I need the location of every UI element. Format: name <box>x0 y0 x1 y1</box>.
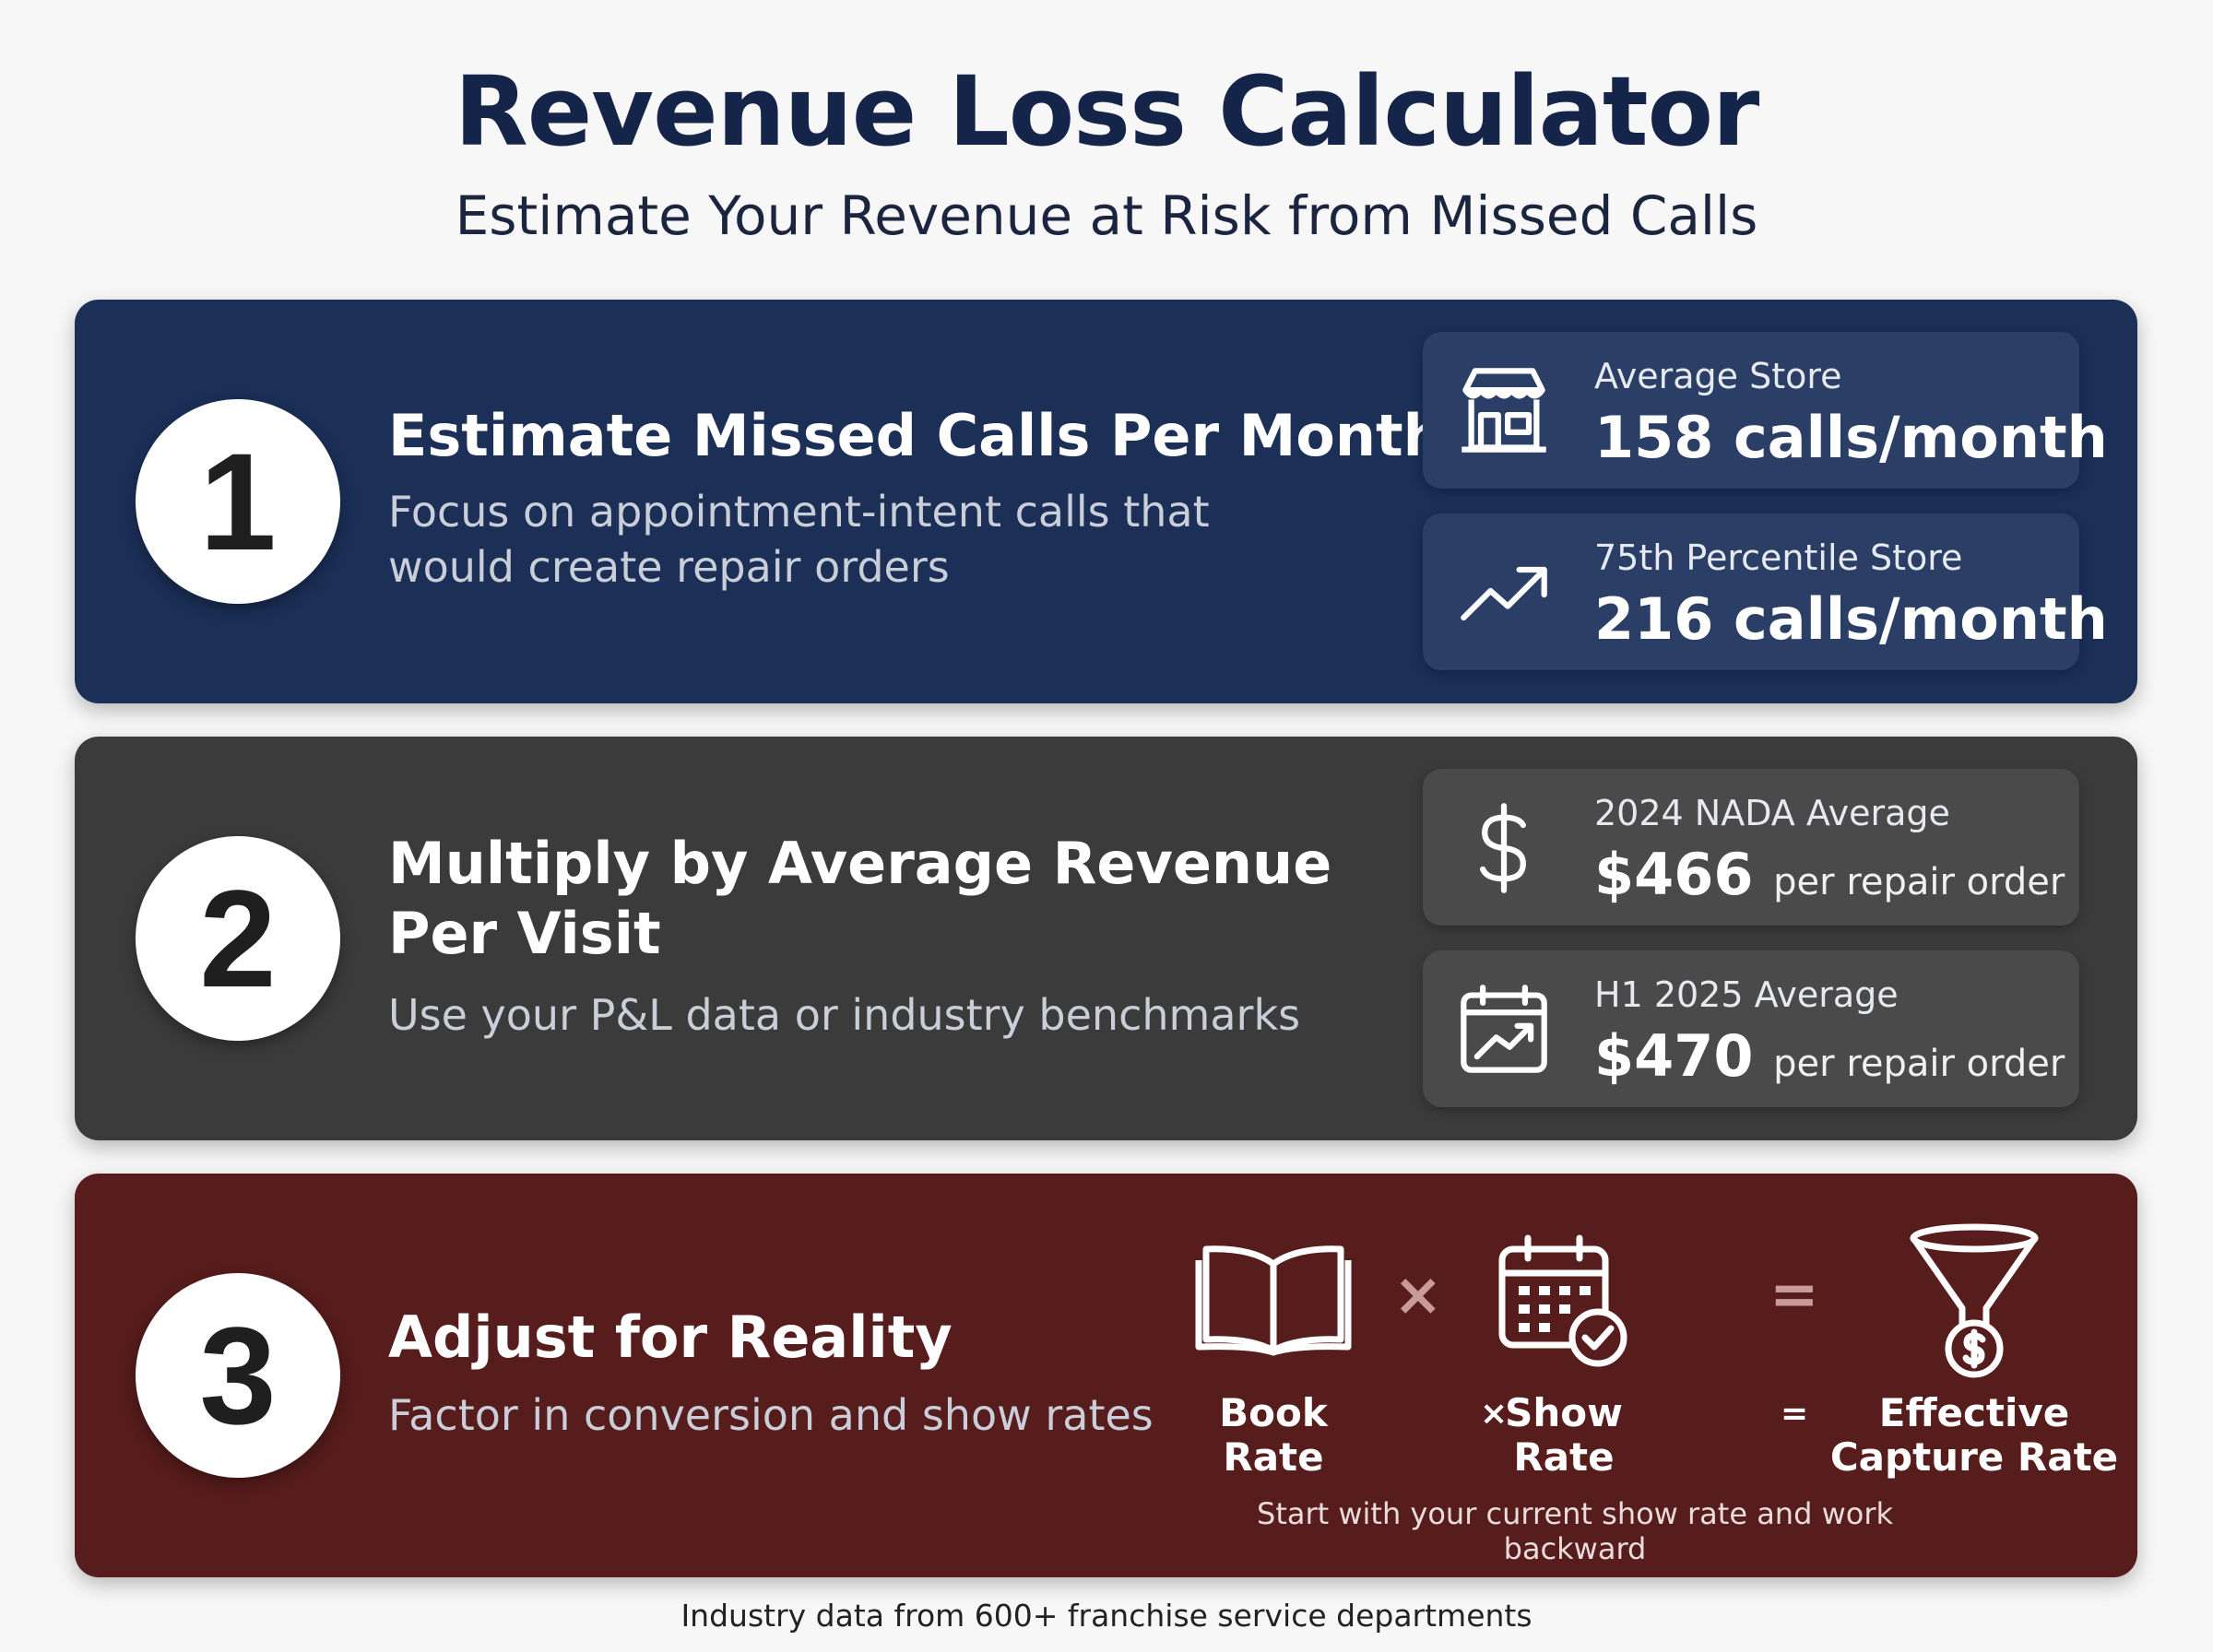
step-2-heading: Multiply by Average Revenue Per Visit <box>388 829 1331 969</box>
step-3-card: 3 Adjust for Reality Factor in conversio… <box>75 1174 2137 1577</box>
page-title: Revenue Loss Calculator <box>454 55 1760 168</box>
trend-up-icon <box>1461 566 1547 621</box>
store-icon <box>1462 368 1546 453</box>
stat-label: 75th Percentile Store <box>1594 537 1963 578</box>
stat-h1-2025: H1 2025 Average $470 per repair order <box>1423 950 2079 1107</box>
stat-label: Average Store <box>1594 356 1842 396</box>
step-1-description-line: Focus on appointment-intent calls that <box>388 487 1210 537</box>
multiply-sign-icon: × <box>1393 1261 1443 1329</box>
result-line: Capture Rate <box>1829 1434 2119 1480</box>
result-line: Effective <box>1878 1390 2070 1435</box>
stat-amount: $466 <box>1594 841 1754 908</box>
dollar-icon <box>1480 803 1526 893</box>
step-2-number: 2 <box>136 836 340 1041</box>
page-subtitle: Estimate Your Revenue at Risk from Misse… <box>455 184 1758 247</box>
step-2-card: 2 Multiply by Average Revenue Per Visit … <box>75 737 2137 1140</box>
stat-value: 158 calls/month <box>1594 404 2108 471</box>
stat-amount: $470 <box>1594 1022 1754 1090</box>
step-2-heading-line: Multiply by Average Revenue <box>388 830 1332 897</box>
book-rate-label: Book Rate <box>1219 1390 1328 1480</box>
calendar-check-icon <box>1498 1234 1627 1367</box>
step-3-number: 3 <box>136 1273 340 1478</box>
multiply-operator: × <box>1480 1395 1509 1433</box>
step-1-card: 1 Estimate Missed Calls Per Month Focus … <box>75 300 2137 703</box>
step-2-heading-line: Per Visit <box>388 900 661 967</box>
step-3-heading: Adjust for Reality <box>388 1303 953 1373</box>
stat-average-store: Average Store 158 calls/month <box>1423 332 2108 489</box>
stat-2024-nada: 2024 NADA Average $466 per repair order <box>1423 769 2079 926</box>
stat-unit: per repair order <box>1773 861 2065 903</box>
stat-value: $466 per repair order <box>1594 841 2065 908</box>
show-rate-label: Show Rate <box>1505 1390 1623 1480</box>
step-1-description: Focus on appointment-intent calls that w… <box>388 484 1210 595</box>
step-3-heading-line: Adjust for Reality <box>388 1304 953 1371</box>
step-2-description-line: Use your P&L data or industry benchmarks <box>388 990 1301 1040</box>
funnel-dollar-icon <box>1910 1223 2039 1378</box>
step-3-description-line: Factor in conversion and show rates <box>388 1390 1154 1440</box>
stat-label: H1 2025 Average <box>1594 974 1899 1015</box>
stat-label: 2024 NADA Average <box>1594 793 1950 833</box>
step-1-heading-line: Estimate Missed Calls Per Month <box>388 402 1444 469</box>
stat-unit: per repair order <box>1773 1043 2065 1085</box>
stat-75th-percentile: 75th Percentile Store 216 calls/month <box>1423 513 2108 670</box>
step-1-number: 1 <box>136 399 340 604</box>
step-3-description: Factor in conversion and show rates <box>388 1387 1154 1443</box>
formula-note: Start with your current show rate and wo… <box>1257 1496 1893 1566</box>
equals-operator: = <box>1781 1395 1809 1433</box>
stat-value: 216 calls/month <box>1594 585 2108 653</box>
book-icon <box>1195 1245 1352 1356</box>
footer-note: Industry data from 600+ franchise servic… <box>680 1598 1533 1634</box>
effective-capture-rate-label: Effective Capture Rate <box>1827 1391 2122 1480</box>
calendar-chart-icon <box>1461 985 1547 1073</box>
step-1-description-line: would create repair orders <box>388 542 950 592</box>
step-1-heading: Estimate Missed Calls Per Month <box>388 401 1444 471</box>
stat-value: $470 per repair order <box>1594 1022 2065 1090</box>
step-2-description: Use your P&L data or industry benchmarks <box>388 987 1300 1043</box>
equals-sign-icon: = <box>1769 1261 1819 1329</box>
